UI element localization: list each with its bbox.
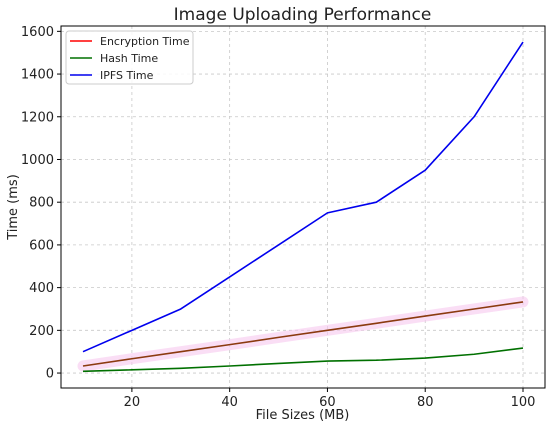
y-tick-label: 1000 xyxy=(21,153,54,168)
y-tick-label: 800 xyxy=(29,196,54,211)
legend: Encryption Time Hash Time IPFS Time xyxy=(65,30,194,85)
series-line-ipfs-time xyxy=(82,41,524,353)
y-tick-label: 600 xyxy=(29,238,54,253)
y-tick-label: 1400 xyxy=(21,68,54,83)
plot-frame xyxy=(60,25,546,389)
y-tick-label: 200 xyxy=(29,324,54,339)
y-tick-label: 1200 xyxy=(21,110,54,125)
series-line-encryption-time xyxy=(82,301,524,367)
x-tick-label: 80 xyxy=(417,395,434,410)
legend-box xyxy=(65,30,194,85)
y-tick-label: 400 xyxy=(29,281,54,296)
y-axis: 0 200 400 600 800 1000 1200 1400 1600 xyxy=(21,25,61,382)
x-axis: 20 40 60 80 100 xyxy=(124,388,536,410)
legend-label-hash-time: Hash Time xyxy=(100,52,158,65)
series-lines xyxy=(82,41,524,373)
grid-lines xyxy=(61,26,545,388)
y-tick-label: 1600 xyxy=(21,25,54,40)
chart-title: Image Uploading Performance xyxy=(174,5,432,25)
x-tick-label: 60 xyxy=(319,395,336,410)
y-axis-label: Time (ms) xyxy=(6,174,21,241)
x-tick-label: 20 xyxy=(124,395,141,410)
series-line-hash-time xyxy=(82,347,524,373)
legend-label-ipfs-time: IPFS Time xyxy=(100,69,154,82)
x-tick-label: 100 xyxy=(511,395,536,410)
y-tick-label: 0 xyxy=(46,367,54,382)
legend-label-encryption-time: Encryption Time xyxy=(100,35,190,48)
x-axis-label: File Sizes (MB) xyxy=(256,408,350,423)
x-tick-label: 40 xyxy=(221,395,238,410)
